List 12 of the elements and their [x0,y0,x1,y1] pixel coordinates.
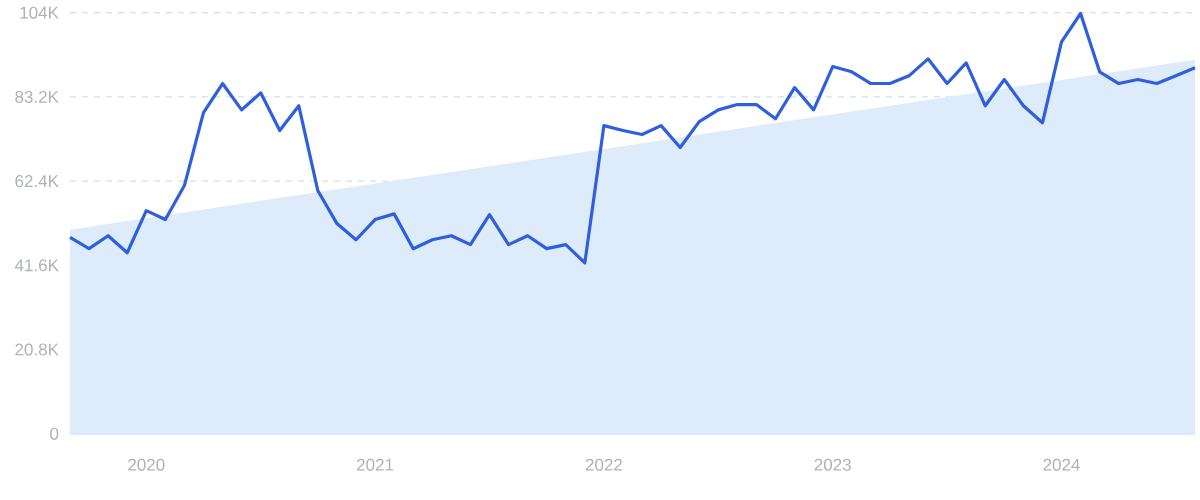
x-tick-label: 2020 [128,458,165,471]
y-tick-label: 104K [20,6,59,19]
y-tick-label: 20.8K [15,343,59,356]
x-tick-label: 2023 [814,458,851,471]
y-tick-label: 83.2K [15,91,59,104]
y-tick-label: 62.4K [15,175,59,188]
x-tick-label: 2024 [1043,458,1080,471]
line-series [68,12,1197,265]
x-tick-label: 2022 [585,458,622,471]
y-tick-label: 41.6K [14,259,59,272]
x-tick-label: 2021 [357,458,394,471]
y-tick-label: 0 [50,427,59,440]
